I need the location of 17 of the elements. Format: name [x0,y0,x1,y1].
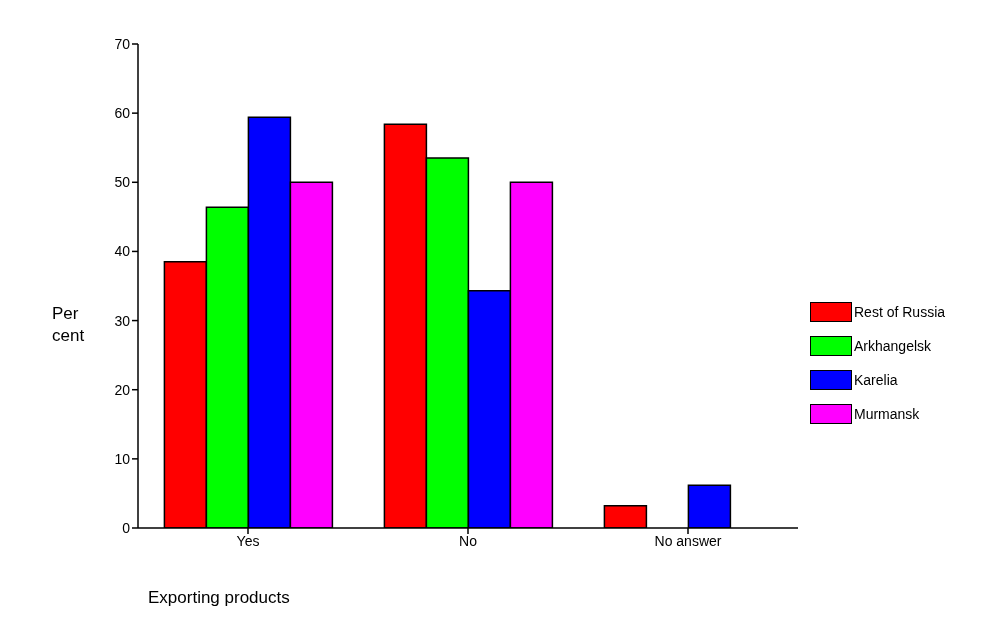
legend-label: Rest of Russia [854,304,946,320]
y-tick-label: 30 [114,312,131,329]
y-tick-label: 50 [114,174,131,191]
y-tick-label: 70 [114,35,131,52]
legend-label: Arkhangelsk [854,338,932,354]
legend-label: Murmansk [854,406,920,422]
y-tick-label: 40 [114,243,131,260]
y-tick-label: 0 [122,519,131,536]
x-axis-title: Exporting products [148,588,290,608]
legend-label: Karelia [854,372,898,388]
x-tick-label: No [459,532,478,549]
y-tick-label: 10 [114,450,131,467]
x-tick-label: No answer [654,532,722,549]
y-tick-label: 20 [114,381,131,398]
x-tick-label: Yes [236,532,260,549]
y-axis-title: Per cent [52,303,86,347]
y-tick-label: 60 [114,105,131,122]
